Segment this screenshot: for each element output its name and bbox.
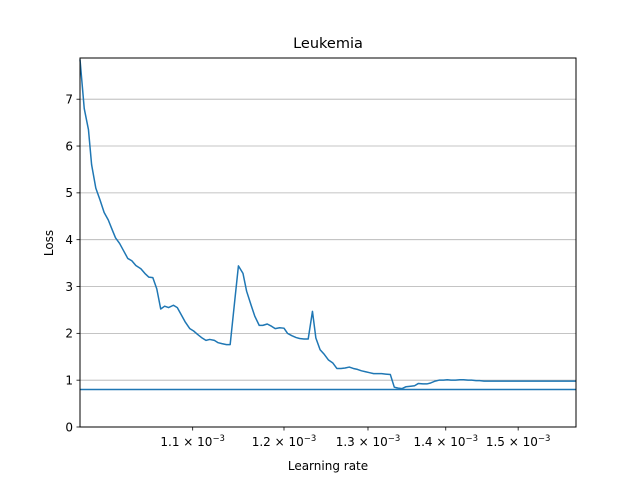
x-tick-base: 10 bbox=[197, 435, 212, 449]
loss-line bbox=[79, 59, 576, 390]
x-tick-exponent: −3 bbox=[538, 434, 551, 444]
chart-title: Leukemia bbox=[293, 36, 363, 52]
x-tick-base: 10 bbox=[288, 435, 303, 449]
x-tick-times: × bbox=[271, 435, 289, 449]
x-tick-mantissa: 1.3 bbox=[336, 435, 355, 449]
x-tick-base: 10 bbox=[450, 435, 465, 449]
y-tick-label: 7 bbox=[65, 93, 73, 107]
y-tick-label: 0 bbox=[65, 420, 73, 434]
plot-frame bbox=[79, 57, 577, 428]
x-tick-label: 1.4 × 10−3 bbox=[413, 434, 478, 449]
x-tick-exponent: −3 bbox=[212, 434, 225, 444]
y-tick-label: 4 bbox=[65, 233, 73, 247]
x-axis-ticks: 1.1 × 10−3 1.2 × 10−3 1.3 × 10−3 1.4 × 10−3… bbox=[160, 427, 550, 449]
x-tick-label: 1.1 × 10−3 bbox=[160, 434, 225, 449]
x-tick-mantissa: 1.5 bbox=[486, 435, 505, 449]
y-tick-label: 1 bbox=[65, 373, 73, 387]
x-tick-base: 10 bbox=[523, 435, 538, 449]
plot-background bbox=[80, 58, 576, 427]
x-axis-label: Learning rate bbox=[288, 459, 368, 473]
x-tick-times: × bbox=[179, 435, 197, 449]
x-tick-mantissa: 1.4 bbox=[413, 435, 432, 449]
x-tick-mantissa: 1.1 bbox=[160, 435, 179, 449]
y-tick-label: 5 bbox=[65, 186, 73, 200]
x-tick-exponent: −3 bbox=[466, 434, 479, 444]
series-group bbox=[79, 59, 576, 390]
x-tick-mantissa: 1.2 bbox=[252, 435, 271, 449]
y-tick-label: 6 bbox=[65, 139, 73, 153]
y-axis-label: Loss bbox=[42, 230, 56, 256]
x-tick-exponent: −3 bbox=[304, 434, 317, 444]
y-tick-label: 3 bbox=[65, 280, 73, 294]
x-tick-base: 10 bbox=[372, 435, 387, 449]
x-tick-times: × bbox=[355, 435, 373, 449]
y-axis-ticks: 0 1 2 3 4 5 6 7 bbox=[65, 93, 80, 434]
x-tick-label: 1.2 × 10−3 bbox=[252, 434, 317, 449]
x-tick-label: 1.3 × 10−3 bbox=[336, 434, 401, 449]
x-tick-exponent: −3 bbox=[388, 434, 401, 444]
x-tick-label: 1.5 × 10−3 bbox=[486, 434, 551, 449]
x-tick-times: × bbox=[505, 435, 523, 449]
x-tick-times: × bbox=[433, 435, 451, 449]
y-tick-label: 2 bbox=[65, 327, 73, 341]
